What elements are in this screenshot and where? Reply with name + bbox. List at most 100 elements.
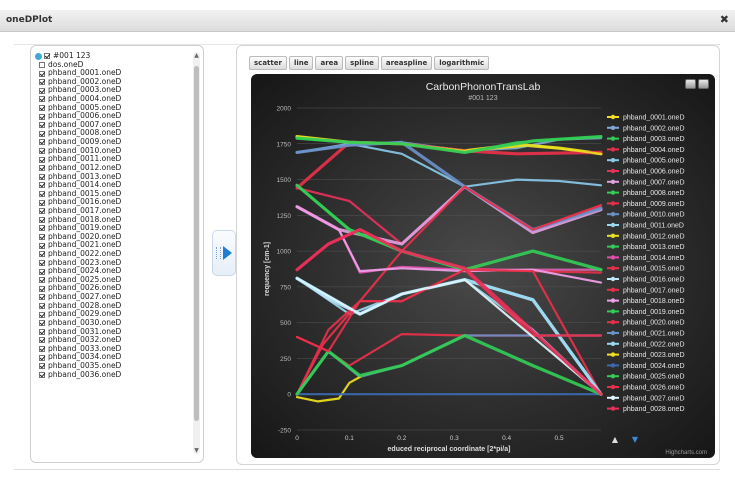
scroll-thumb[interactable] bbox=[194, 66, 199, 421]
tree-item-label: phband_0012.oneD bbox=[48, 162, 122, 172]
tree-item-checkbox[interactable] bbox=[39, 104, 45, 111]
tree-scrollbar[interactable]: ▲ ▼ bbox=[193, 52, 200, 454]
tree-item[interactable]: dos.oneD bbox=[35, 60, 185, 70]
tree-item[interactable]: phband_0026.oneD bbox=[35, 284, 185, 293]
chart-panel: scatter line area spline areaspline logarithm… bbox=[236, 45, 720, 465]
collapse-toggle-icon[interactable] bbox=[35, 52, 42, 60]
tree-item-checkbox[interactable] bbox=[39, 199, 45, 206]
tree-item[interactable]: phband_0007.oneD bbox=[35, 120, 185, 130]
tree-item-checkbox[interactable] bbox=[39, 173, 45, 180]
tree-item[interactable]: phband_0023.oneD bbox=[35, 258, 185, 268]
scroll-down-icon[interactable]: ▼ bbox=[194, 447, 199, 454]
tree-item-checkbox[interactable] bbox=[39, 363, 45, 370]
root-checkbox[interactable] bbox=[44, 53, 50, 60]
spline-button[interactable]: spline bbox=[345, 56, 379, 70]
tree-item-checkbox[interactable] bbox=[39, 165, 45, 172]
tree-item[interactable]: phband_0001.oneD bbox=[35, 69, 185, 78]
tree-item[interactable]: phband_0009.oneD bbox=[35, 137, 185, 147]
collapse-panel-button[interactable] bbox=[212, 230, 236, 276]
tree-item[interactable]: phband_0020.oneD bbox=[35, 232, 185, 242]
tree-item[interactable]: phband_0028.oneD bbox=[35, 300, 185, 311]
tree-item[interactable]: phband_0004.oneD bbox=[35, 94, 185, 104]
tree-item-checkbox[interactable] bbox=[39, 139, 45, 146]
tree-item-checkbox[interactable] bbox=[39, 122, 45, 129]
tree-item-checkbox[interactable] bbox=[39, 113, 45, 120]
tree-item-checkbox[interactable] bbox=[39, 182, 45, 189]
tree-item-checkbox[interactable] bbox=[39, 294, 45, 301]
tree-item[interactable]: phband_0033.oneD bbox=[35, 344, 185, 354]
logarithmic-button[interactable]: logarithmic bbox=[434, 56, 490, 70]
tree-item-checkbox[interactable] bbox=[39, 156, 45, 163]
tree-item-checkbox[interactable] bbox=[39, 79, 45, 86]
tree-item-checkbox[interactable] bbox=[39, 371, 45, 378]
tree-item[interactable]: phband_0030.oneD bbox=[35, 318, 185, 328]
tree-item[interactable]: phband_0036.oneD bbox=[35, 370, 185, 380]
tree-item[interactable]: phband_0024.oneD bbox=[35, 267, 185, 276]
tree-item-checkbox[interactable] bbox=[39, 354, 45, 361]
line-button[interactable]: line bbox=[288, 56, 314, 70]
tree-item[interactable]: phband_0027.oneD bbox=[35, 292, 185, 302]
tree-item-checkbox[interactable] bbox=[39, 346, 45, 353]
tree-item[interactable]: phband_0012.oneD bbox=[35, 162, 185, 173]
tree-item[interactable]: phband_0034.oneD bbox=[35, 353, 185, 362]
tree-item-label: phband_0011.oneD bbox=[48, 154, 122, 164]
tree-item-checkbox[interactable] bbox=[39, 268, 45, 275]
areaspline-button[interactable]: areaspline bbox=[380, 56, 433, 70]
tree-item[interactable]: phband_0029.oneD bbox=[35, 310, 185, 319]
tree-root[interactable]: #001 123 bbox=[35, 51, 185, 61]
tree-item-checkbox[interactable] bbox=[39, 216, 45, 223]
tree-item-checkbox[interactable] bbox=[39, 225, 45, 232]
tree-item[interactable]: phband_0019.oneD bbox=[35, 224, 185, 233]
tree-item[interactable]: phband_0021.oneD bbox=[35, 241, 185, 250]
tree-item[interactable]: phband_0013.oneD bbox=[35, 172, 185, 182]
tree-item-checkbox[interactable] bbox=[39, 130, 45, 137]
tree-item[interactable]: phband_0018.oneD bbox=[35, 215, 185, 225]
tree-item-checkbox[interactable] bbox=[39, 87, 45, 94]
tree-item-checkbox[interactable] bbox=[39, 337, 45, 344]
tree-item[interactable]: phband_0016.oneD bbox=[35, 198, 185, 207]
tree-item[interactable]: phband_0003.oneD bbox=[35, 86, 185, 95]
tree-item[interactable]: phband_0031.oneD bbox=[35, 327, 185, 337]
tree-item[interactable]: phband_0025.oneD bbox=[35, 275, 185, 285]
tree-item-label: phband_0028.oneD bbox=[48, 300, 122, 310]
close-icon[interactable]: ✖ bbox=[719, 13, 729, 26]
tree-item[interactable]: phband_0035.oneD bbox=[35, 361, 185, 371]
tree-item-checkbox[interactable] bbox=[39, 208, 45, 215]
tree-item[interactable]: phband_0008.oneD bbox=[35, 129, 185, 138]
legend-marker bbox=[610, 363, 616, 368]
tree-item[interactable]: phband_0022.oneD bbox=[35, 249, 185, 259]
tree-item-checkbox[interactable] bbox=[39, 234, 45, 241]
tree-item-checkbox[interactable] bbox=[39, 191, 45, 198]
tree-item-checkbox[interactable] bbox=[39, 302, 45, 309]
tree-item[interactable]: phband_0017.oneD bbox=[35, 206, 185, 216]
tree-item[interactable]: phband_0010.oneD bbox=[35, 146, 185, 156]
tree-item[interactable]: phband_0005.oneD bbox=[35, 103, 185, 113]
tree-item-checkbox[interactable] bbox=[39, 320, 45, 327]
scatter-button[interactable]: scatter bbox=[249, 56, 287, 70]
tree-item[interactable]: phband_0032.oneD bbox=[35, 335, 185, 345]
tree-item[interactable]: phband_0015.oneD bbox=[35, 189, 185, 199]
tree-item-checkbox[interactable] bbox=[39, 61, 45, 68]
legend-item: phband_0013.oneD bbox=[623, 244, 685, 251]
print-icon[interactable] bbox=[685, 79, 696, 89]
tree-item-checkbox[interactable] bbox=[39, 148, 45, 154]
tree-item-checkbox[interactable] bbox=[39, 277, 45, 284]
scroll-up-icon[interactable]: ▲ bbox=[194, 52, 199, 59]
tree-item-checkbox[interactable] bbox=[39, 96, 45, 103]
area-button[interactable]: area bbox=[315, 56, 344, 70]
tree-item-checkbox[interactable] bbox=[39, 328, 45, 335]
tree-item[interactable]: phband_0014.oneD bbox=[35, 181, 185, 190]
tree-item[interactable]: phband_0011.oneD bbox=[35, 155, 185, 164]
tree-item[interactable]: phband_0006.oneD bbox=[35, 112, 185, 121]
export-icon[interactable] bbox=[698, 79, 709, 89]
tree-item-checkbox[interactable] bbox=[39, 285, 45, 292]
legend-marker bbox=[610, 406, 616, 411]
legend-item: phband_0002.oneD bbox=[623, 125, 685, 132]
tree-item-checkbox[interactable] bbox=[39, 259, 45, 266]
tree-item-checkbox[interactable] bbox=[39, 70, 45, 77]
tree-item[interactable]: phband_0002.oneD bbox=[35, 77, 185, 87]
y-tick-label: 1000 bbox=[277, 249, 292, 256]
tree-item-checkbox[interactable] bbox=[39, 311, 45, 318]
tree-item-checkbox[interactable] bbox=[39, 242, 45, 249]
tree-item-checkbox[interactable] bbox=[39, 251, 45, 258]
